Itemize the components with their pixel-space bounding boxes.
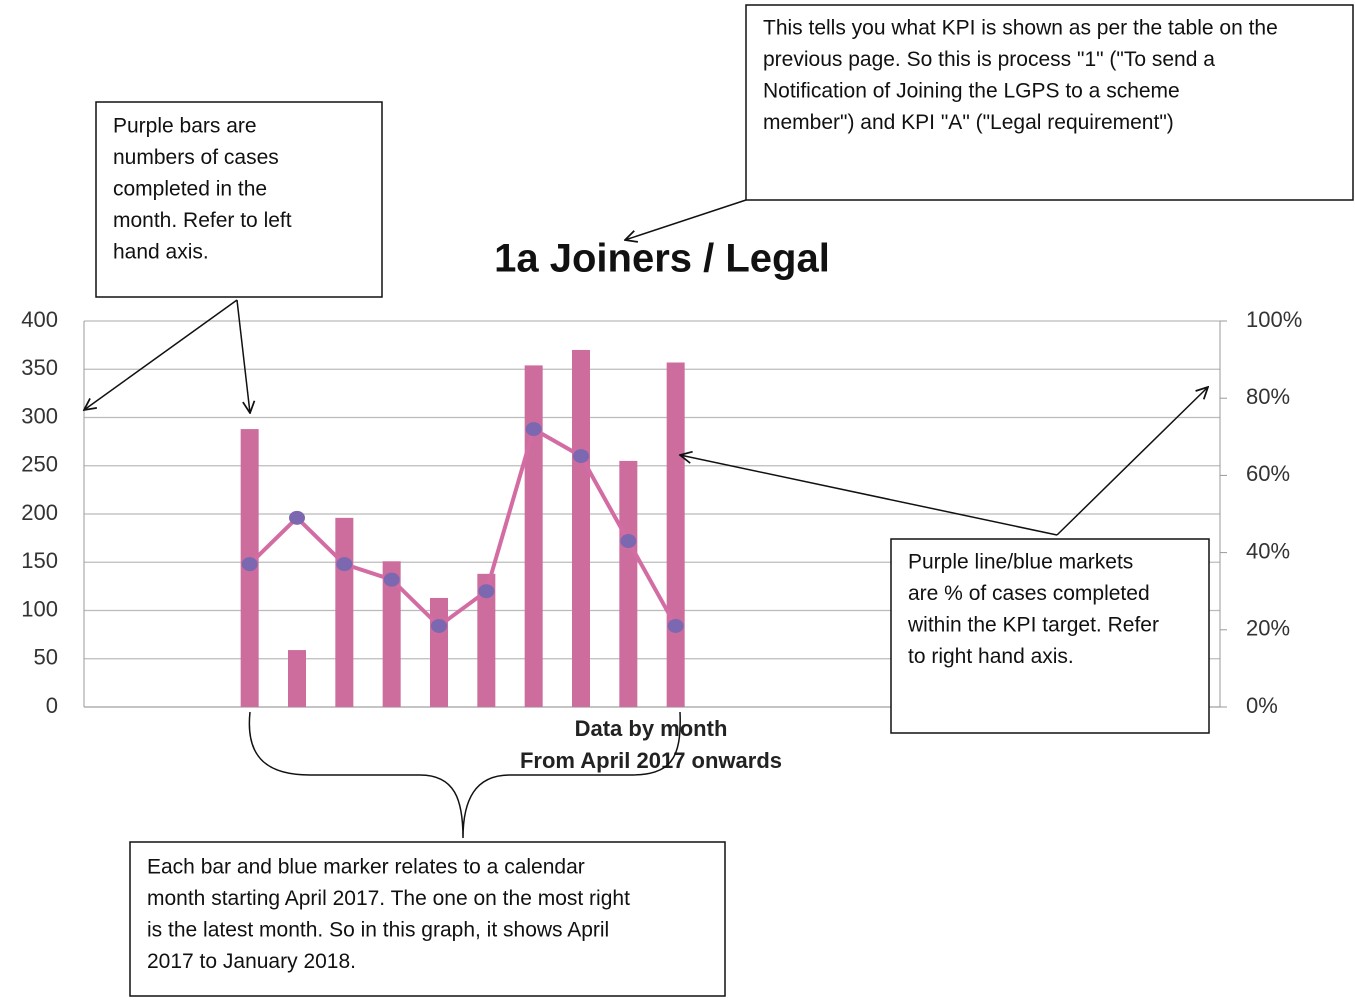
annotation-text: is the latest month. So in this graph, i… [147,919,609,942]
line-marker [241,557,258,572]
line-marker [289,510,305,525]
plot-area: 0 50 100 150 200 250 300 350 400 0% 20% 40% 60% 80% 10… [21,307,1302,718]
annotation-text: Purple bars are [113,115,257,138]
annotation-text: month. Refer to left [113,209,292,232]
x-axis-label: From April 2017 onwards [520,748,782,773]
annotation-box [890,538,1210,734]
annotation-text: numbers of cases [113,146,279,169]
annotation-text: month starting April 2017. The one on th… [147,887,630,910]
arrow [236,299,250,413]
bar [288,650,306,707]
line-marker [525,422,542,437]
annotation-text: 2017 to January 2018. [147,950,356,973]
y-tick-label: 150 [21,548,58,573]
annotation-text: Purple line/blue markets [908,551,1133,574]
bar [524,365,543,707]
arrows [84,199,1208,839]
line-marker [478,584,495,599]
bar [382,561,401,707]
arrow [625,199,747,240]
arrow [84,299,238,410]
y2-tick-label: 20% [1246,616,1290,641]
annotation-text: hand axis. [113,241,209,264]
annotations: Purple bars are numbers of cases completed… [95,4,1354,997]
bar [666,362,685,707]
y-tick-label: 50 [34,645,58,670]
chart-title: 1a Joiners / Legal [494,237,830,281]
arrow [680,455,1058,536]
annotation-text: completed in the [113,178,267,201]
line-marker [667,618,684,633]
line-marker [336,557,353,572]
line-marker [383,572,400,587]
annotation-text: to right hand axis. [908,645,1074,668]
annotation-text: are % of cases completed [908,582,1150,605]
y-tick-label: 400 [21,307,58,332]
annotation-text: previous page. So this is process "1" ("… [763,48,1215,71]
line [248,426,678,629]
y-tick-label: 250 [21,452,58,477]
y2-tick-label: 100% [1246,307,1302,332]
bar [572,349,590,707]
bar [619,460,638,707]
y2-tick-label: 40% [1246,538,1290,563]
y2-tick-label: 80% [1246,384,1290,409]
bar [477,573,496,707]
bar [430,597,448,707]
bar [335,517,354,707]
annotation-text: This tells you what KPI is shown as per … [763,17,1278,40]
annotation-text: member") and KPI "A" ("Legal requirement… [763,111,1174,134]
annotation-text: Each bar and blue marker relates to a ca… [147,856,585,879]
y-tick-label: 0 [46,693,58,718]
y-tick-label: 200 [21,500,58,525]
annotation-text: within the KPI target. Refer [907,614,1159,637]
y-tick-label: 300 [21,403,58,428]
arrow [1056,387,1208,536]
x-axis-label: Data by month [575,716,728,741]
annotation-box [745,4,1354,201]
y-tick-label: 350 [21,355,58,380]
brace [248,711,681,839]
line-marker [620,534,637,549]
annotation-box [129,841,726,997]
annotation-text: Notification of Joining the LGPS to a sc… [763,80,1180,103]
y2-tick-label: 60% [1246,461,1290,486]
y-tick-label: 100 [21,596,58,621]
line-marker [431,618,447,633]
annotation-box [95,101,383,298]
y2-tick-label: 0% [1246,693,1278,718]
line-marker [573,449,589,464]
